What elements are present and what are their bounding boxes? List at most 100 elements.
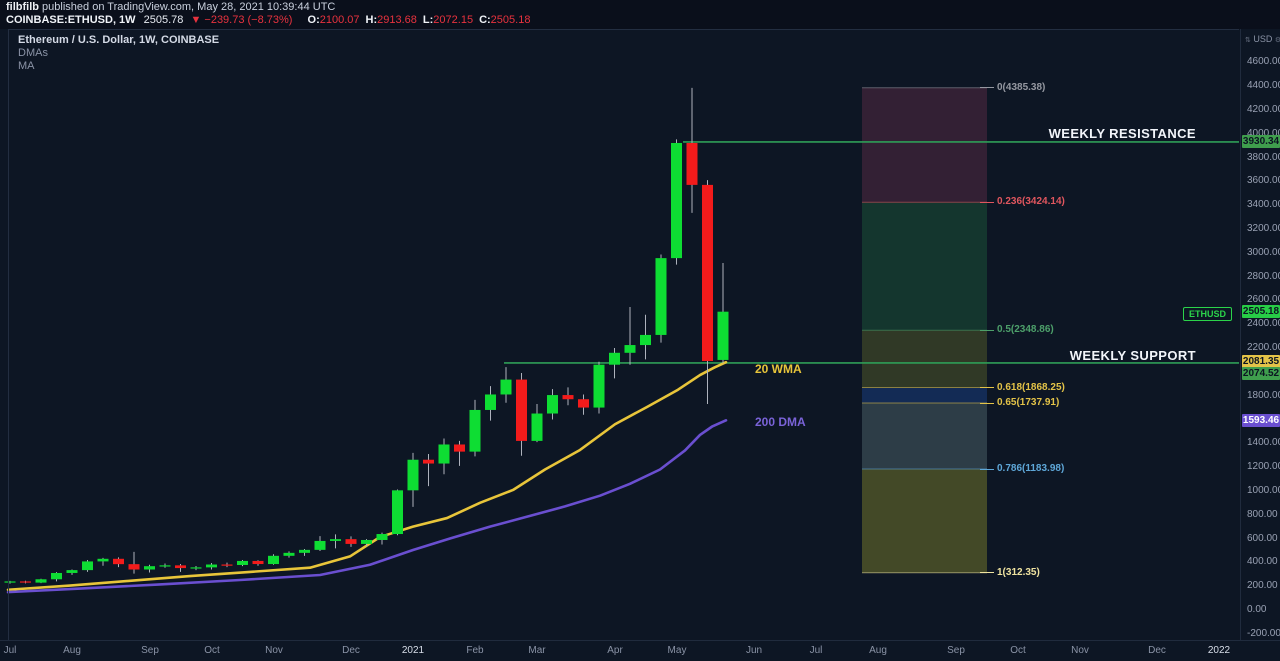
price-tick-label: 2400.00 [1247,318,1280,330]
fib-label-tick [980,387,994,389]
fib-zone [862,469,987,573]
month-tick-label: Sep [141,645,159,656]
candle-body-down [128,564,140,570]
candle-body-up [500,379,512,395]
candle-body-down [702,184,713,362]
price-tick-label: 600.00 [1247,532,1278,544]
price-tick-label: 800.00 [1247,508,1278,520]
candle-body-down [345,539,357,544]
candle-body-up [268,555,279,565]
fib-label-tick [980,87,994,89]
last-price: 2505.78 [143,14,184,26]
fib-label-tick [980,572,994,574]
candle-body-up [144,566,155,570]
chart-legend[interactable]: Ethereum / U.S. Dollar, 1W, COINBASE DMA… [18,33,219,73]
fib-level-label: 0.65(1737.91) [997,397,1060,409]
candle-body-down [686,142,698,185]
candle-body-up [314,540,326,550]
candle-body-up [438,444,450,464]
candle-body-up [82,561,93,571]
fib-zone [862,87,987,203]
candle-body-up [237,560,248,565]
fib-zone [862,330,987,388]
candle-body-down [562,395,574,400]
price-chart-canvas[interactable] [0,0,1240,640]
price-tick-label: 2600.00 [1247,294,1280,306]
price-tick-label: 1400.00 [1247,437,1280,449]
candle-body-down [454,444,465,452]
20-wma-line[interactable] [6,360,728,592]
price-axis[interactable]: ⇅ USD ⚙ 4600.00 4400.00 4200.00 4000.00 3800… [1240,29,1280,640]
weekly-resistance-label[interactable]: WEEKLY RESISTANCE [1048,126,1196,141]
candle-body-up [593,364,605,408]
candle-body-up [671,142,682,259]
month-tick-label: Aug [63,645,81,656]
candle-body-up [35,579,47,583]
candle-body-down [221,564,233,566]
candle-body-up [330,539,341,541]
price-tick-label: 2200.00 [1247,342,1280,354]
year-tick-label: 2022 [1207,645,1231,656]
candle-body-up [485,394,496,410]
wma-20-label[interactable]: 20 WMA [755,362,802,376]
candle-body-up [361,539,372,544]
plot-frame-top [8,29,1239,30]
ohlc-label: H: [365,14,378,26]
fib-level-label: 0.236(3424.14) [997,196,1065,208]
price-tick-label: 0.00 [1247,604,1267,615]
fib-level-label: 1(312.35) [997,566,1040,578]
candle-body-up [655,258,667,335]
ohlc-value: 2072.15 [433,14,474,26]
plot-frame-left [8,29,9,640]
fib-label-tick [980,468,994,470]
publish-meta: published on TradingView.com, May 28, 20… [39,1,336,13]
price-tick-label: 200.00 [1247,580,1278,592]
month-tick-label: Jun [745,645,763,656]
price-tick-label: 4200.00 [1247,103,1280,115]
publish-header: filbfilb published on TradingView.com, M… [0,0,1280,29]
month-tick-label: Nov [1071,645,1089,656]
candle-body-up [640,334,651,346]
candle-body-up [407,459,419,491]
dma-200-label[interactable]: 200 DMA [755,415,806,429]
price-tick-label: 1800.00 [1247,389,1280,401]
fib-label-tick [980,201,994,203]
candle-body-up [206,564,217,568]
candle-body-up [159,565,171,567]
month-tick-label: Nov [265,645,283,656]
axis-settings-icon[interactable]: ⚙ [1274,37,1280,44]
candle-body-up [66,570,78,573]
candle-body-up [4,581,16,583]
fib-level-label: 0(4385.38) [997,81,1046,93]
200-dma-line[interactable] [6,419,728,594]
price-badge: 3930.34 [1242,135,1280,149]
fib-label-tick [980,329,994,331]
time-axis[interactable]: Jul Aug Sep Oct Nov Dec 2021 Feb Mar Apr May Jun Jul… [0,640,1280,661]
month-tick-label: Aug [869,645,887,656]
ohlc-label: L: [422,14,434,26]
candle-body-down [175,565,186,569]
candle-body-up [97,558,109,562]
price-tick-label: -200.00 [1247,627,1280,639]
weekly-support-label[interactable]: WEEKLY SUPPORT [1069,348,1196,363]
price-badge: 1593.46 [1242,413,1280,427]
axis-unit-label: ⇅ USD ⚙ [1245,34,1280,44]
fib-label-tick [980,402,994,404]
candle-body-up [392,490,403,535]
fib-zone [862,387,987,404]
ohlc-value: 2913.68 [377,14,417,26]
month-tick-label: Mar [528,645,546,656]
price-badge: 2081.35 [1242,354,1280,368]
price-tick-label: 3200.00 [1247,222,1280,234]
legend-study-ma: MA [18,60,35,72]
month-tick-label: Jul [3,645,17,656]
candle-body-up [51,572,62,580]
candle-body-up [376,534,388,540]
author-name: filbfilb [6,1,39,13]
chart-plot-area[interactable]: Ethereum / U.S. Dollar, 1W, COINBASE DMA… [0,0,1240,640]
ohlc-label: C: [479,14,491,26]
price-tick-label: 400.00 [1247,556,1278,568]
price-tick-label: 3400.00 [1247,199,1280,211]
candle-body-up [469,409,481,452]
